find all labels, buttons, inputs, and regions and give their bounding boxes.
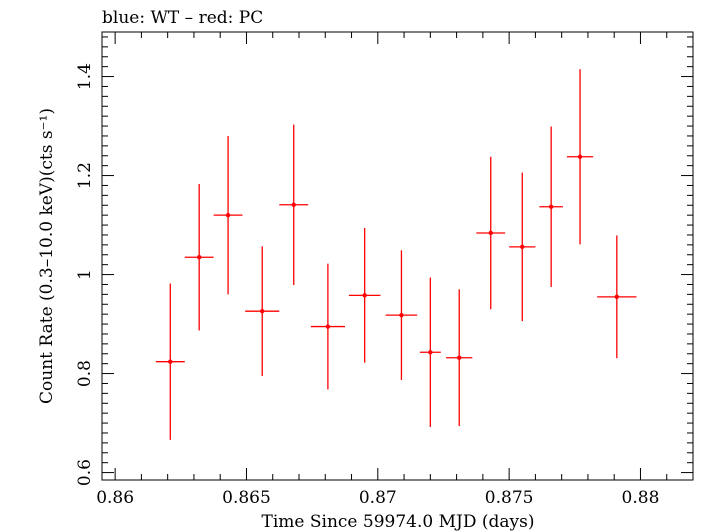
y-tick-label: 1.2 xyxy=(75,162,95,189)
data-point xyxy=(566,69,594,245)
x-tick-label: 0.875 xyxy=(485,488,534,508)
data-point xyxy=(310,263,345,390)
data-point xyxy=(597,235,637,359)
x-axis-label: Time Since 59974.0 MJD (days) xyxy=(262,512,535,532)
y-tick-label: 0.6 xyxy=(75,459,95,486)
x-tick-label: 0.88 xyxy=(622,488,660,508)
point-marker xyxy=(196,255,202,260)
point-marker xyxy=(457,355,462,360)
point-marker xyxy=(362,293,367,298)
point-marker xyxy=(488,230,493,236)
data-point xyxy=(348,228,381,363)
point-marker xyxy=(548,204,554,209)
point-marker xyxy=(614,294,620,300)
point-marker xyxy=(225,212,231,218)
point-marker xyxy=(291,202,296,207)
data-point xyxy=(476,156,506,310)
data-point xyxy=(385,250,418,381)
data-point xyxy=(509,172,536,322)
data-point xyxy=(245,246,280,377)
data-point xyxy=(184,183,214,331)
data-point xyxy=(155,283,185,440)
point-marker xyxy=(520,244,525,250)
y-tick-label: 0.8 xyxy=(75,360,95,387)
data-point xyxy=(279,124,309,285)
data-point xyxy=(539,126,563,287)
x-tick-label: 0.86 xyxy=(96,488,134,508)
x-tick-label: 0.865 xyxy=(222,488,271,508)
y-tick-label: 1 xyxy=(75,269,95,280)
point-marker xyxy=(577,154,583,159)
point-marker xyxy=(168,359,173,364)
y-tick-label: 1.4 xyxy=(75,63,95,90)
chart-title: blue: WT – red: PC xyxy=(102,8,263,28)
data-series xyxy=(155,69,637,440)
data-point xyxy=(446,289,473,427)
y-axis-label: Count Rate (0.3–10.0 keV)(cts s⁻¹) xyxy=(37,108,57,404)
point-marker xyxy=(399,312,404,318)
axis-ticks xyxy=(102,32,694,480)
point-marker xyxy=(325,324,331,329)
point-marker xyxy=(428,350,433,355)
data-point xyxy=(419,277,441,428)
point-marker xyxy=(260,308,265,314)
x-tick-label: 0.87 xyxy=(359,488,397,508)
data-point xyxy=(213,135,243,295)
axis-tick-labels: 0.86 0.865 0.87 0.875 0.88 0.6 0.8 1 1.2 1.4 xyxy=(75,63,659,508)
plot-frame xyxy=(101,31,694,481)
